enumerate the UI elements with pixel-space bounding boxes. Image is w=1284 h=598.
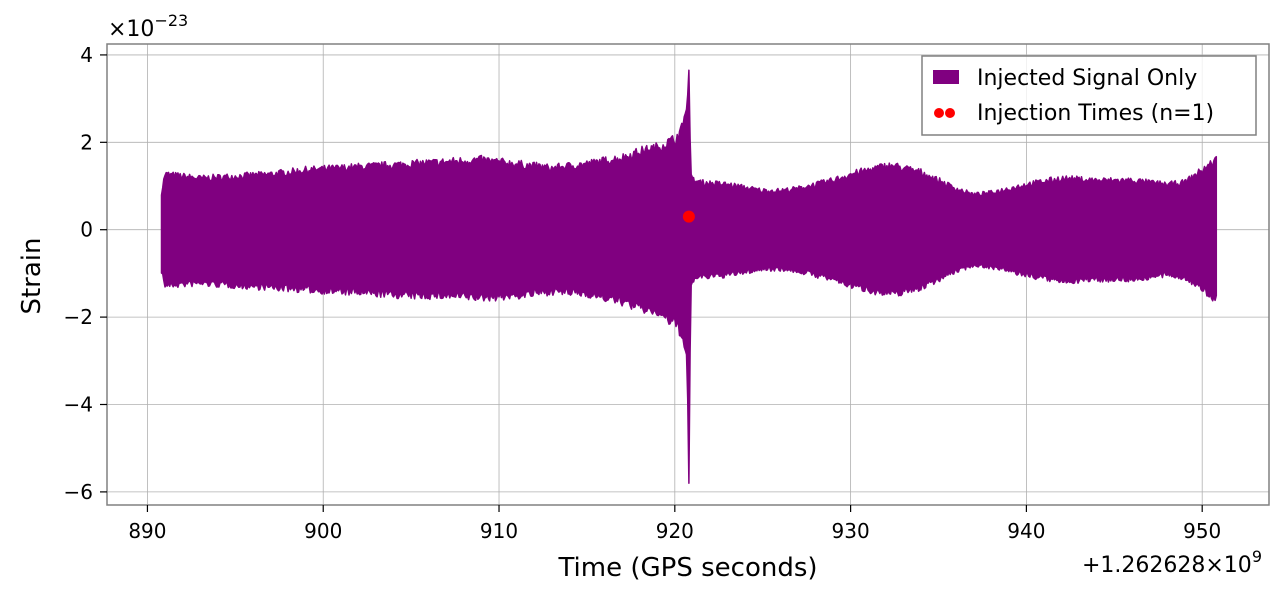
x-tick-label: 910 <box>480 519 518 543</box>
x-tick-label: 920 <box>656 519 694 543</box>
y-tick-label: −6 <box>64 480 93 504</box>
legend: Injected Signal Only Injection Times (n=… <box>921 55 1257 136</box>
y-axis: −6 −4 −2 0 2 4 <box>64 43 107 504</box>
legend-box <box>921 55 1257 136</box>
legend-marker-injection-times <box>945 108 955 118</box>
plot-frame <box>106 43 1270 506</box>
x-tick-label: 890 <box>128 519 166 543</box>
x-axis: 890 900 910 920 930 940 950 <box>128 505 1221 543</box>
x-tick-label: 950 <box>1183 519 1221 543</box>
y-tick-label: 2 <box>80 130 93 154</box>
y-tick-label: 0 <box>80 218 93 242</box>
y-tick-label: −2 <box>64 305 93 329</box>
series-injected-signal <box>160 69 1218 484</box>
y-tick-label: −4 <box>64 392 93 416</box>
legend-label-injection-times: Injection Times (n=1) <box>977 101 1214 126</box>
x-tick-label: 930 <box>832 519 870 543</box>
y-scale-label: ×10−23 <box>108 11 188 42</box>
y-tick-label: 4 <box>80 43 93 67</box>
series-injection-times <box>682 210 695 223</box>
legend-marker-injection-times <box>934 108 944 118</box>
legend-swatch-injected-signal <box>933 70 959 84</box>
injection-time-point <box>682 210 695 223</box>
strain-envelope <box>160 69 1218 484</box>
x-tick-label: 940 <box>1007 519 1045 543</box>
legend-label-injected-signal: Injected Signal Only <box>977 66 1197 91</box>
x-axis-label: Time (GPS seconds) <box>557 553 817 583</box>
x-axis-offset-label: +1.262628×109 <box>1082 547 1262 578</box>
y-axis-label: Strain <box>17 237 47 314</box>
x-tick-label: 900 <box>304 519 342 543</box>
